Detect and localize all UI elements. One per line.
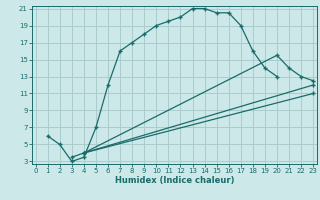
X-axis label: Humidex (Indice chaleur): Humidex (Indice chaleur) (115, 176, 234, 185)
